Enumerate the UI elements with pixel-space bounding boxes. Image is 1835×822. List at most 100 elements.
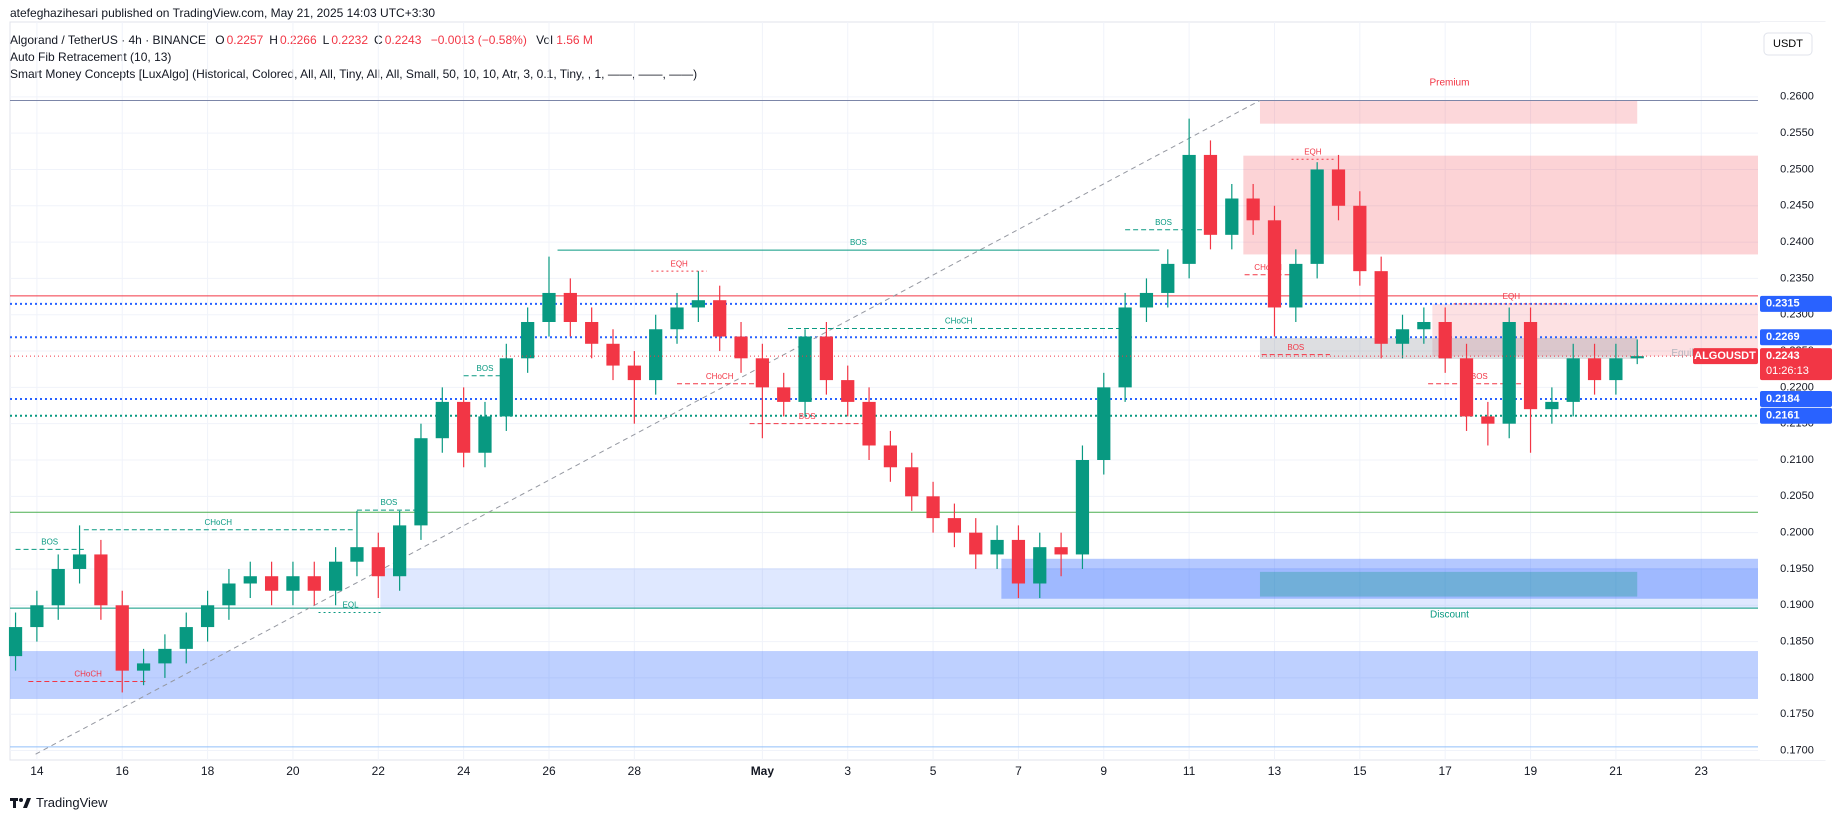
candle-body [179, 627, 193, 649]
y-tick-label: 0.1800 [1780, 672, 1814, 684]
x-tick-label: 20 [286, 764, 300, 778]
candle-body [691, 300, 705, 308]
candle-body [243, 576, 257, 584]
currency-button[interactable] [1763, 32, 1813, 56]
x-tick-label: 28 [628, 764, 642, 778]
zone [10, 651, 1758, 699]
structure-label: BOS [799, 412, 816, 421]
candle-body [649, 329, 663, 381]
y-tick-label: 0.1700 [1780, 744, 1814, 756]
candle-body [51, 568, 65, 606]
ohlc-label: H [269, 33, 278, 47]
x-tick-label: 18 [201, 764, 215, 778]
candle-body [1246, 198, 1260, 221]
candle-body [30, 605, 44, 628]
x-tick-label: 9 [1100, 764, 1107, 778]
candle-body [1097, 387, 1111, 461]
candle-body [819, 336, 834, 381]
ohlc-label: L [322, 33, 330, 47]
candle-body [1310, 169, 1324, 264]
ohlc-value: 0.2257 [226, 33, 264, 47]
candle-body [329, 561, 343, 591]
brand: TradingView [10, 795, 108, 810]
candle-body [585, 321, 599, 344]
x-tick-label: 15 [1353, 764, 1367, 778]
currency[interactable]: USDT [1773, 38, 1803, 50]
structure-label: BOS [1471, 372, 1488, 381]
candle-body [414, 438, 428, 526]
candle-body [990, 539, 1004, 555]
y-tick-label: 0.1850 [1780, 636, 1814, 648]
structure-label: CHoCH [945, 317, 973, 326]
candle-body [307, 576, 321, 591]
x-tick-label: 3 [844, 764, 851, 778]
ohlc-value: 0.2266 [279, 33, 317, 47]
candle-body [264, 576, 279, 591]
price-tag [1760, 295, 1832, 312]
price-tag-label: 0.2269 [1766, 331, 1800, 343]
y-tick-label: 0.2550 [1780, 127, 1814, 139]
x-tick-label: 16 [116, 764, 130, 778]
y-tick-label: 0.2500 [1780, 163, 1814, 175]
ohlc-label: O [215, 33, 225, 47]
candle-body [713, 300, 727, 337]
candle-body [1182, 154, 1196, 264]
indicator: Auto Fib Retracement (10, 13) [10, 50, 172, 64]
price-tag [1760, 390, 1832, 407]
x-tick-label: 22 [372, 764, 386, 778]
candle-body [1545, 401, 1559, 410]
candle-body [1225, 198, 1239, 235]
candle-body [1353, 205, 1367, 272]
candle-body [158, 648, 172, 664]
change: −0.0013 (−0.58%) [430, 33, 527, 47]
candle-body [1139, 292, 1154, 308]
brand-name: TradingView [36, 795, 108, 810]
candle-body [755, 358, 769, 388]
y-tick-label: 0.1900 [1780, 599, 1814, 611]
candle-body [627, 365, 641, 381]
y-tick-label: 0.1750 [1780, 708, 1814, 720]
indicator: Smart Money Concepts [LuxAlgo] (Historic… [10, 67, 698, 81]
candle-body [350, 547, 364, 562]
candle-body [1417, 321, 1431, 330]
price-tag-label: 0.2184 [1766, 393, 1801, 405]
candle-body [1502, 321, 1516, 424]
candle-body [115, 605, 129, 671]
structure-label: EQH [1304, 147, 1322, 156]
header: atefeghazihesari published on TradingVie… [10, 5, 697, 83]
candle-body [1161, 263, 1175, 293]
symbol-tag-label: ALGOUSDT [1694, 350, 1756, 362]
x-tick-label: 11 [1183, 764, 1196, 778]
ohlc-value: 0.2232 [331, 33, 369, 47]
candle-body [1267, 220, 1282, 308]
candle-body [1481, 416, 1495, 424]
y-tick-label: 0.2000 [1780, 527, 1814, 539]
x-tick-label: 21 [1609, 764, 1623, 778]
candle-body [542, 292, 556, 322]
brand-logo [10, 797, 31, 808]
y-tick-label: 0.2400 [1780, 236, 1814, 248]
zone [1259, 100, 1638, 124]
candle-body [457, 401, 471, 453]
price-tag-label: 0.2161 [1766, 410, 1800, 422]
zone [1432, 303, 1758, 357]
candle-body [798, 336, 812, 402]
structure-label: BOS [1155, 218, 1172, 227]
candle-body [1331, 169, 1346, 206]
candle-body [969, 532, 983, 555]
candle-body [926, 496, 940, 519]
y-tick-label: 0.1950 [1780, 563, 1814, 575]
candle-body [222, 583, 236, 606]
x-tick-label: 26 [542, 764, 556, 778]
zone [1259, 571, 1638, 597]
x-tick-label: 19 [1524, 764, 1538, 778]
candle-body [606, 343, 620, 366]
volume: 1.56 M [556, 33, 593, 47]
candle-body [521, 321, 535, 359]
price-tag [1760, 407, 1832, 424]
candle-body [1203, 154, 1218, 235]
price-tag-label: 0.2315 [1766, 298, 1800, 310]
x-tick-label: May [751, 764, 775, 778]
zone [1001, 558, 1758, 599]
candle-body [1609, 358, 1623, 381]
